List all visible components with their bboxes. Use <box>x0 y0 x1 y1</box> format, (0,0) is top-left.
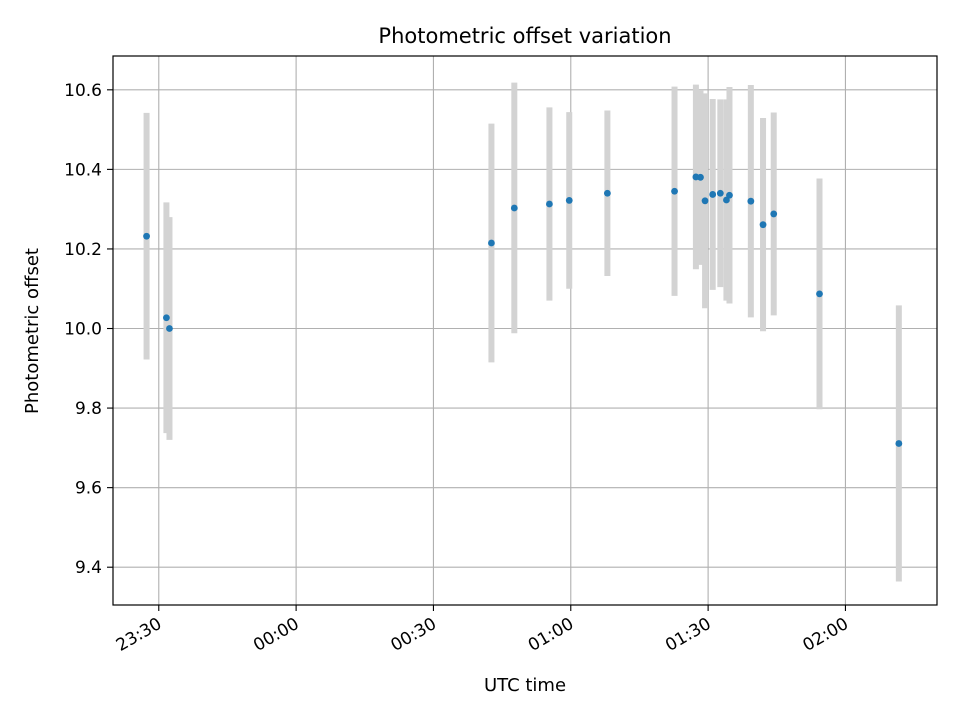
y-tick-label: 10.2 <box>64 240 102 260</box>
data-point <box>565 197 573 204</box>
data-point <box>488 239 495 247</box>
data-point <box>770 210 778 218</box>
y-tick-label: 9.6 <box>75 479 102 499</box>
y-tick-label: 10.0 <box>64 320 102 340</box>
data-point <box>701 197 709 205</box>
data-point <box>166 325 173 332</box>
x-axis-title: UTC time <box>484 675 566 696</box>
y-tick-label: 10.6 <box>64 81 102 101</box>
data-point <box>747 197 755 205</box>
chart-title: Photometric offset variation <box>378 24 671 48</box>
data-point <box>143 232 150 240</box>
data-point <box>816 290 823 298</box>
data-point <box>546 200 553 208</box>
data-points <box>143 173 903 447</box>
data-point <box>697 173 704 181</box>
y-tick-label: 9.8 <box>75 399 102 419</box>
data-point <box>163 314 170 322</box>
data-point <box>716 189 724 197</box>
data-point <box>726 191 733 199</box>
data-point <box>510 204 518 212</box>
data-point <box>671 187 678 195</box>
data-point <box>709 191 717 198</box>
y-axis-title: Photometric offset <box>22 248 43 414</box>
y-tick-label: 9.4 <box>75 558 102 578</box>
plot-area-frame <box>112 55 938 606</box>
data-point <box>604 189 611 197</box>
data-point <box>759 221 767 229</box>
grid-lines <box>113 56 937 605</box>
data-point <box>895 440 903 447</box>
y-tick-label: 10.4 <box>64 160 102 180</box>
